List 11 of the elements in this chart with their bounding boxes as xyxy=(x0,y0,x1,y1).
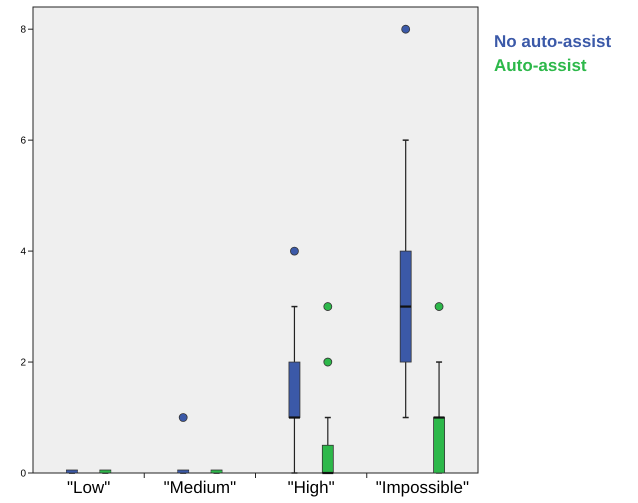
x-tick-label: "Low" xyxy=(66,478,110,497)
text: Auto-assist xyxy=(494,56,587,75)
text: No auto-assist xyxy=(494,32,612,51)
y-tick-label: 4 xyxy=(20,246,26,258)
y-tick-label: 2 xyxy=(20,358,26,369)
y-tick-label: 8 xyxy=(20,24,26,36)
x-tick-label: "High" xyxy=(288,478,335,497)
x-tick-label: "Impossible" xyxy=(376,478,470,497)
x-tick-label: "Medium" xyxy=(164,478,236,497)
y-tick-label: 0 xyxy=(20,468,26,480)
y-tick-label: 6 xyxy=(20,136,26,147)
